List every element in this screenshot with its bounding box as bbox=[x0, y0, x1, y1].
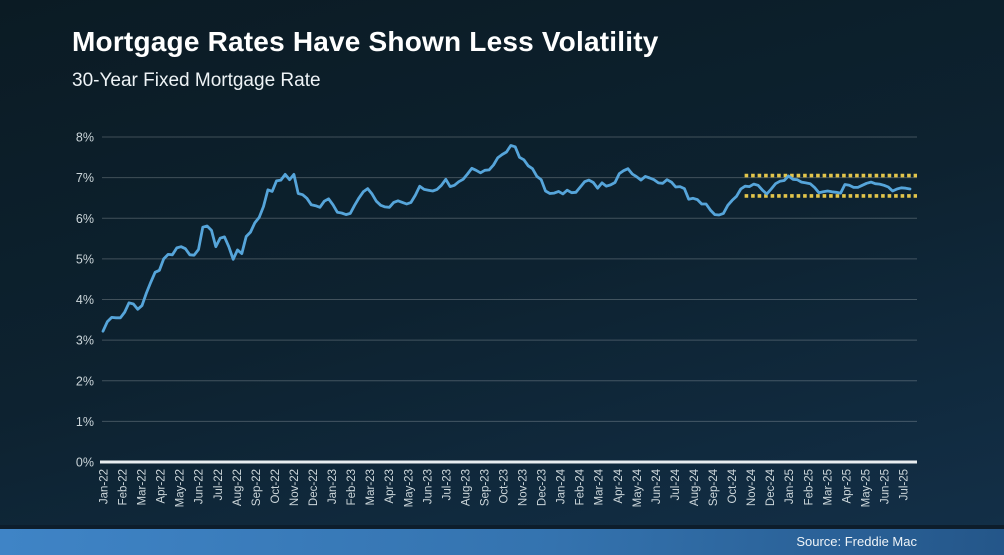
dotted-range-band bbox=[744, 173, 917, 198]
y-tick-label: 0% bbox=[76, 456, 94, 470]
x-tick-label: Feb-25 bbox=[803, 469, 815, 505]
x-tick-label: Jun-24 bbox=[651, 468, 663, 504]
x-tick-label: Oct-23 bbox=[499, 469, 511, 504]
x-tick-label: Aug-23 bbox=[460, 469, 472, 506]
y-tick-label: 3% bbox=[76, 334, 94, 348]
x-tick-label: Nov-22 bbox=[289, 469, 301, 506]
slide-subtitle: 30-Year Fixed Mortgage Rate bbox=[72, 70, 321, 91]
slide-title: Mortgage Rates Have Shown Less Volatilit… bbox=[72, 26, 659, 57]
x-tick-label: Mar-22 bbox=[137, 469, 149, 505]
x-tick-label: Jul-22 bbox=[213, 469, 225, 500]
x-tick-label: Aug-22 bbox=[232, 469, 244, 506]
x-tick-label: Apr-25 bbox=[841, 469, 853, 504]
x-tick-label: Feb-23 bbox=[346, 469, 358, 505]
x-tick-label: Oct-24 bbox=[727, 468, 739, 503]
x-tick-label: Aug-24 bbox=[689, 468, 701, 506]
x-tick-label: Jan-25 bbox=[784, 469, 796, 504]
y-tick-label: 5% bbox=[76, 252, 94, 266]
x-tick-label: Dec-23 bbox=[537, 469, 549, 506]
x-tick-label: Mar-25 bbox=[822, 469, 834, 505]
y-tick-label: 6% bbox=[76, 212, 94, 226]
x-tick-label: May-22 bbox=[175, 469, 187, 507]
x-tick-label: Jun-22 bbox=[194, 469, 206, 504]
y-tick-label: 4% bbox=[76, 293, 94, 307]
y-tick-label: 7% bbox=[76, 171, 94, 185]
x-tick-label: Jul-24 bbox=[670, 468, 682, 500]
x-tick-label: May-25 bbox=[860, 469, 872, 507]
x-tick-label: Sep-22 bbox=[251, 469, 263, 506]
x-tick-label: Feb-22 bbox=[118, 469, 130, 505]
x-tick-label: Jun-23 bbox=[422, 469, 434, 504]
gridlines bbox=[102, 136, 917, 422]
x-tick-label: Sep-23 bbox=[479, 469, 491, 506]
x-tick-label: Sep-24 bbox=[708, 468, 720, 506]
x-tick-label: Apr-23 bbox=[384, 469, 396, 504]
y-tick-label: 8% bbox=[76, 131, 94, 145]
x-tick-label: Nov-23 bbox=[518, 469, 530, 506]
x-tick-label: Jul-23 bbox=[441, 469, 453, 500]
x-tick-label: Mar-24 bbox=[594, 468, 606, 505]
x-tick-label: Jan-24 bbox=[556, 468, 568, 504]
x-tick-label: Apr-24 bbox=[613, 468, 625, 503]
x-tick-label: Jun-25 bbox=[879, 469, 891, 504]
source-label: Source: Freddie Mac bbox=[796, 534, 917, 549]
x-tick-label: Jan-23 bbox=[327, 469, 339, 504]
x-tick-label: Oct-22 bbox=[270, 469, 282, 504]
x-tick-label: Mar-23 bbox=[365, 469, 377, 505]
x-tick-label: Feb-24 bbox=[575, 468, 587, 505]
y-axis-labels: 0% 1% 2% 3% 4% 5% 6% 7% 8% bbox=[76, 131, 94, 470]
x-tick-label: Jan-22 bbox=[99, 469, 111, 504]
y-tick-label: 1% bbox=[76, 415, 94, 429]
y-tick-label: 2% bbox=[76, 374, 94, 388]
x-tick-label: Dec-24 bbox=[765, 468, 777, 506]
x-axis-labels: Jan-22 Feb-22 Mar-22 Apr-22 May-22 Jun-22 Jul-… bbox=[99, 468, 911, 507]
x-tick-label: May-24 bbox=[632, 468, 644, 507]
x-tick-label: Dec-22 bbox=[308, 469, 320, 506]
x-tick-label: Jul-25 bbox=[899, 469, 911, 500]
x-tick-label: Nov-24 bbox=[746, 468, 758, 506]
rate-series-line bbox=[101, 144, 912, 333]
x-tick-label: Apr-22 bbox=[156, 469, 168, 504]
footer-bar: Source: Freddie Mac bbox=[0, 525, 1004, 555]
x-tick-label: May-23 bbox=[403, 469, 415, 507]
